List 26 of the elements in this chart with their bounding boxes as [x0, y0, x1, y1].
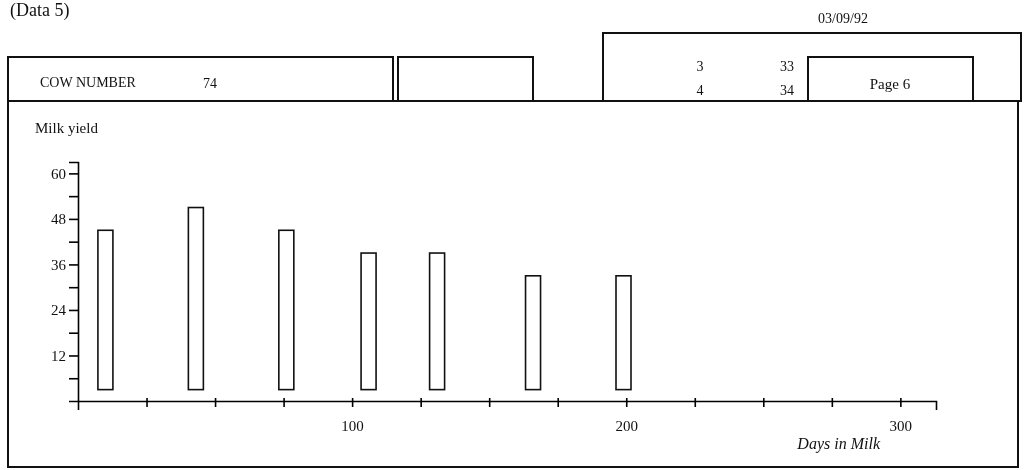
bar [615, 275, 632, 391]
x-tick-label: 100 [341, 418, 364, 434]
text: 34 [780, 83, 794, 99]
y-axis-title: Milk yield [35, 120, 99, 136]
text: 4 [696, 83, 704, 99]
x-axis-title: Days in Milk [796, 435, 881, 453]
bar [428, 252, 446, 391]
y-tick-label: 36 [51, 256, 67, 273]
bar [278, 229, 295, 391]
y-tick-label: 24 [51, 302, 67, 319]
text: 33 [780, 59, 794, 75]
y-tick-label: 12 [51, 347, 66, 364]
bar [187, 206, 205, 391]
text: COW NUMBER [40, 75, 137, 91]
text: 74 [203, 76, 217, 92]
bar [97, 229, 114, 391]
x-tick-label: 300 [889, 418, 913, 434]
y-tick-label: 48 [51, 211, 66, 228]
text: Page 6 [869, 76, 911, 93]
x-tick-label: 200 [615, 418, 638, 434]
bar [524, 275, 542, 391]
y-tick-label: 60 [51, 165, 66, 182]
text: 03/09/92 [818, 11, 868, 27]
bar [360, 252, 377, 391]
text: 3 [696, 59, 704, 75]
text: (Data 5) [10, 0, 70, 22]
